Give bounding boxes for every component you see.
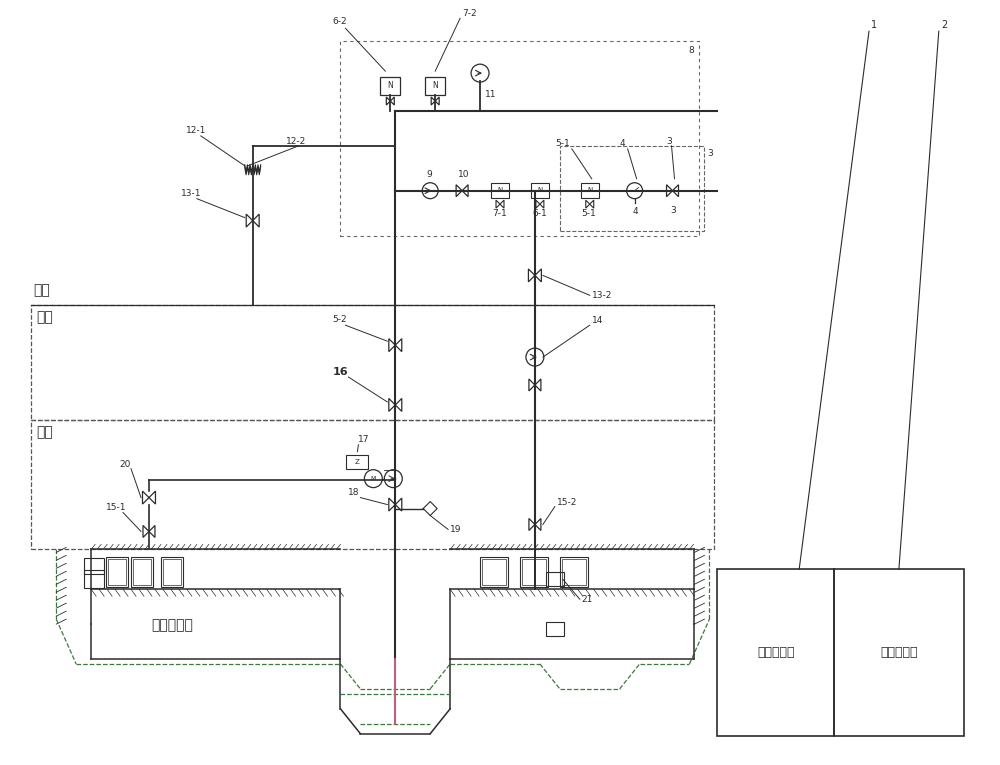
Text: N: N: [497, 187, 503, 193]
Text: 6-1: 6-1: [532, 209, 547, 217]
Text: 5-1: 5-1: [582, 209, 597, 217]
Text: 20: 20: [119, 460, 130, 469]
Text: 12-2: 12-2: [286, 137, 306, 146]
Bar: [546, 572, 564, 586]
Bar: [131, 558, 153, 588]
Bar: [425, 77, 445, 95]
Bar: [546, 622, 564, 636]
Text: 6-2: 6-2: [332, 18, 347, 26]
Text: 11: 11: [485, 90, 497, 99]
Text: Z: Z: [355, 459, 360, 464]
Text: 1: 1: [871, 21, 877, 31]
Text: 5-2: 5-2: [332, 315, 347, 324]
Text: 压滤机总成: 压滤机总成: [880, 646, 918, 659]
Bar: [31, 305, 714, 420]
Text: 5-1: 5-1: [555, 139, 570, 148]
Bar: [480, 558, 508, 588]
Text: 15-2: 15-2: [557, 497, 577, 506]
Bar: [380, 77, 400, 95]
Text: 2: 2: [941, 21, 947, 31]
Bar: [84, 558, 104, 575]
Text: 9: 9: [426, 170, 432, 179]
Text: 8: 8: [689, 46, 694, 55]
Text: N: N: [432, 80, 438, 90]
Text: 21: 21: [582, 595, 593, 604]
Text: 3: 3: [671, 206, 676, 215]
Text: 13-1: 13-1: [181, 189, 201, 197]
Text: 10: 10: [458, 170, 470, 179]
Bar: [560, 146, 704, 230]
Bar: [340, 41, 699, 236]
Text: 18: 18: [348, 487, 360, 496]
Bar: [346, 454, 368, 469]
Bar: [106, 558, 128, 588]
Bar: [491, 184, 509, 198]
Text: 12-1: 12-1: [186, 126, 206, 135]
Text: N: N: [587, 187, 592, 193]
Bar: [522, 559, 546, 585]
Text: N: N: [387, 80, 393, 90]
Text: 主机: 主机: [36, 425, 53, 439]
Text: N: N: [537, 187, 543, 193]
Bar: [133, 559, 151, 585]
Bar: [108, 559, 126, 585]
Text: 13-2: 13-2: [592, 291, 612, 301]
Bar: [161, 558, 183, 588]
Text: 7-2: 7-2: [462, 9, 477, 18]
Text: 4: 4: [620, 139, 625, 148]
Text: 地面: 地面: [33, 283, 50, 298]
Text: 3: 3: [707, 149, 713, 158]
Bar: [531, 184, 549, 198]
Bar: [163, 559, 181, 585]
Bar: [717, 569, 834, 736]
Bar: [482, 559, 506, 585]
Text: 14: 14: [592, 316, 603, 325]
Bar: [581, 184, 599, 198]
Bar: [31, 420, 714, 549]
Text: 竖井: 竖井: [36, 311, 53, 324]
Bar: [560, 558, 588, 588]
Text: 16: 16: [332, 367, 348, 377]
Text: 4: 4: [633, 207, 638, 216]
Text: 7-1: 7-1: [492, 209, 507, 217]
Bar: [520, 558, 548, 588]
Bar: [834, 569, 964, 736]
Text: 17: 17: [358, 435, 370, 444]
Bar: [84, 571, 104, 588]
Text: 15-1: 15-1: [106, 503, 127, 512]
Text: M: M: [371, 476, 376, 481]
Text: 19: 19: [450, 526, 462, 535]
Text: 常压开挖仓: 常压开挖仓: [151, 618, 193, 632]
Text: 3: 3: [667, 137, 672, 146]
Bar: [562, 559, 586, 585]
Text: 泥浆分离站: 泥浆分离站: [757, 646, 794, 659]
